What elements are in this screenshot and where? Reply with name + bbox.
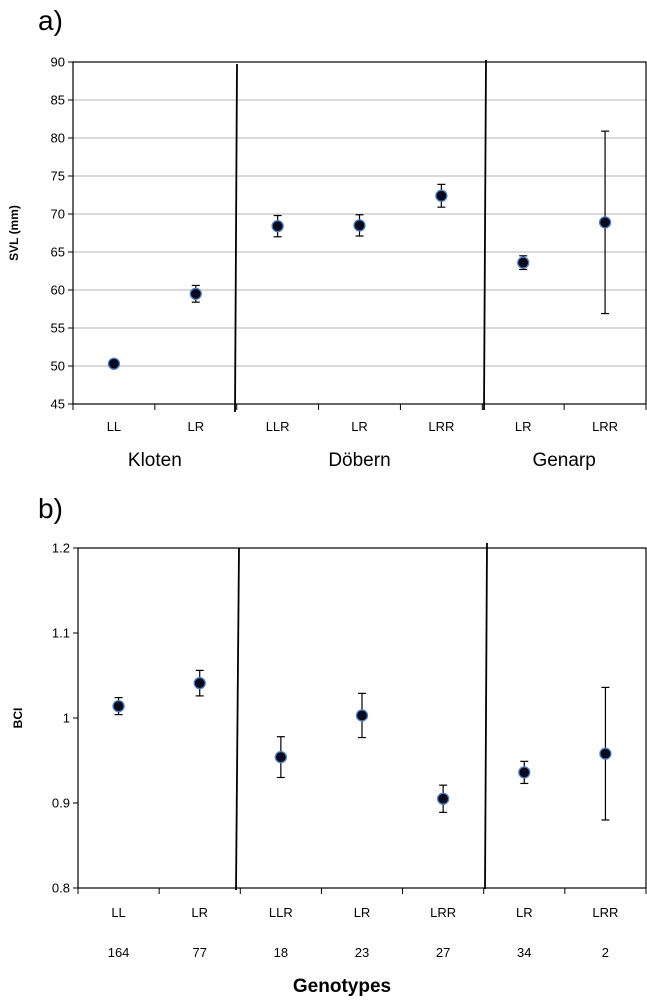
data-point (107, 357, 121, 370)
y-tick-label: 80 (51, 131, 65, 146)
data-point (436, 792, 450, 805)
data-point (189, 287, 202, 300)
y-tick-label: 55 (51, 321, 65, 336)
data-point (271, 220, 284, 233)
y-tick-label: 90 (51, 55, 65, 70)
y-tick-label: 65 (51, 245, 65, 260)
data-point (598, 216, 612, 229)
y-tick-label: 0.9 (52, 796, 70, 811)
x-category-label: LR (191, 905, 208, 920)
sample-count-label: 77 (192, 945, 206, 960)
sample-count-label: 2 (602, 945, 609, 960)
y-tick-label: 1.1 (52, 626, 70, 641)
y-axis-label: SVL (mm) (7, 205, 21, 261)
y-tick-label: 1.2 (52, 541, 70, 556)
x-axis-label: Genotypes (293, 976, 391, 997)
data-point (518, 766, 531, 779)
y-tick-label: 70 (51, 207, 65, 222)
y-tick-label: 85 (51, 93, 65, 108)
x-category-label: LR (515, 419, 532, 434)
x-category-label: LLR (266, 419, 290, 434)
sample-count-label: 23 (355, 945, 369, 960)
y-tick-label: 1 (63, 711, 70, 726)
data-point (193, 677, 206, 690)
plot-frame (72, 61, 647, 405)
x-category-label: LR (187, 419, 204, 434)
group-label: Kloten (128, 450, 182, 471)
group-divider (234, 63, 238, 413)
panel-letter: b) (38, 493, 63, 524)
x-category-label: LR (516, 905, 533, 920)
data-point (517, 256, 530, 269)
panel-letter: a) (38, 5, 63, 36)
sample-count-label: 27 (436, 945, 450, 960)
plot-frame (77, 547, 647, 889)
data-point (274, 750, 288, 764)
data-point (355, 709, 369, 722)
data-point (599, 747, 612, 760)
x-category-label: LL (111, 905, 125, 920)
x-category-label: LLR (269, 905, 293, 920)
x-category-label: LR (351, 419, 368, 434)
x-category-label: LR (354, 905, 371, 920)
x-category-label: LRR (592, 419, 618, 434)
y-axis-label: BCI (11, 708, 25, 729)
x-category-label: LRR (428, 419, 454, 434)
group-divider (484, 542, 488, 890)
sample-count-label: 164 (108, 945, 130, 960)
x-category-label: LRR (430, 905, 456, 920)
group-label: Döbern (328, 450, 390, 471)
group-label: Genarp (532, 450, 595, 471)
x-category-label: LL (107, 419, 121, 434)
y-tick-label: 60 (51, 283, 65, 298)
y-tick-label: 75 (51, 169, 65, 184)
y-tick-label: 50 (51, 359, 65, 374)
group-divider (235, 547, 240, 891)
x-category-label: LRR (592, 905, 618, 920)
y-tick-label: 0.8 (52, 881, 70, 896)
sample-count-label: 18 (274, 945, 288, 960)
sample-count-label: 34 (517, 945, 531, 960)
data-point (435, 189, 448, 202)
data-point (353, 219, 366, 232)
group-divider (483, 59, 487, 411)
y-tick-label: 45 (51, 397, 65, 412)
data-point (112, 699, 125, 713)
